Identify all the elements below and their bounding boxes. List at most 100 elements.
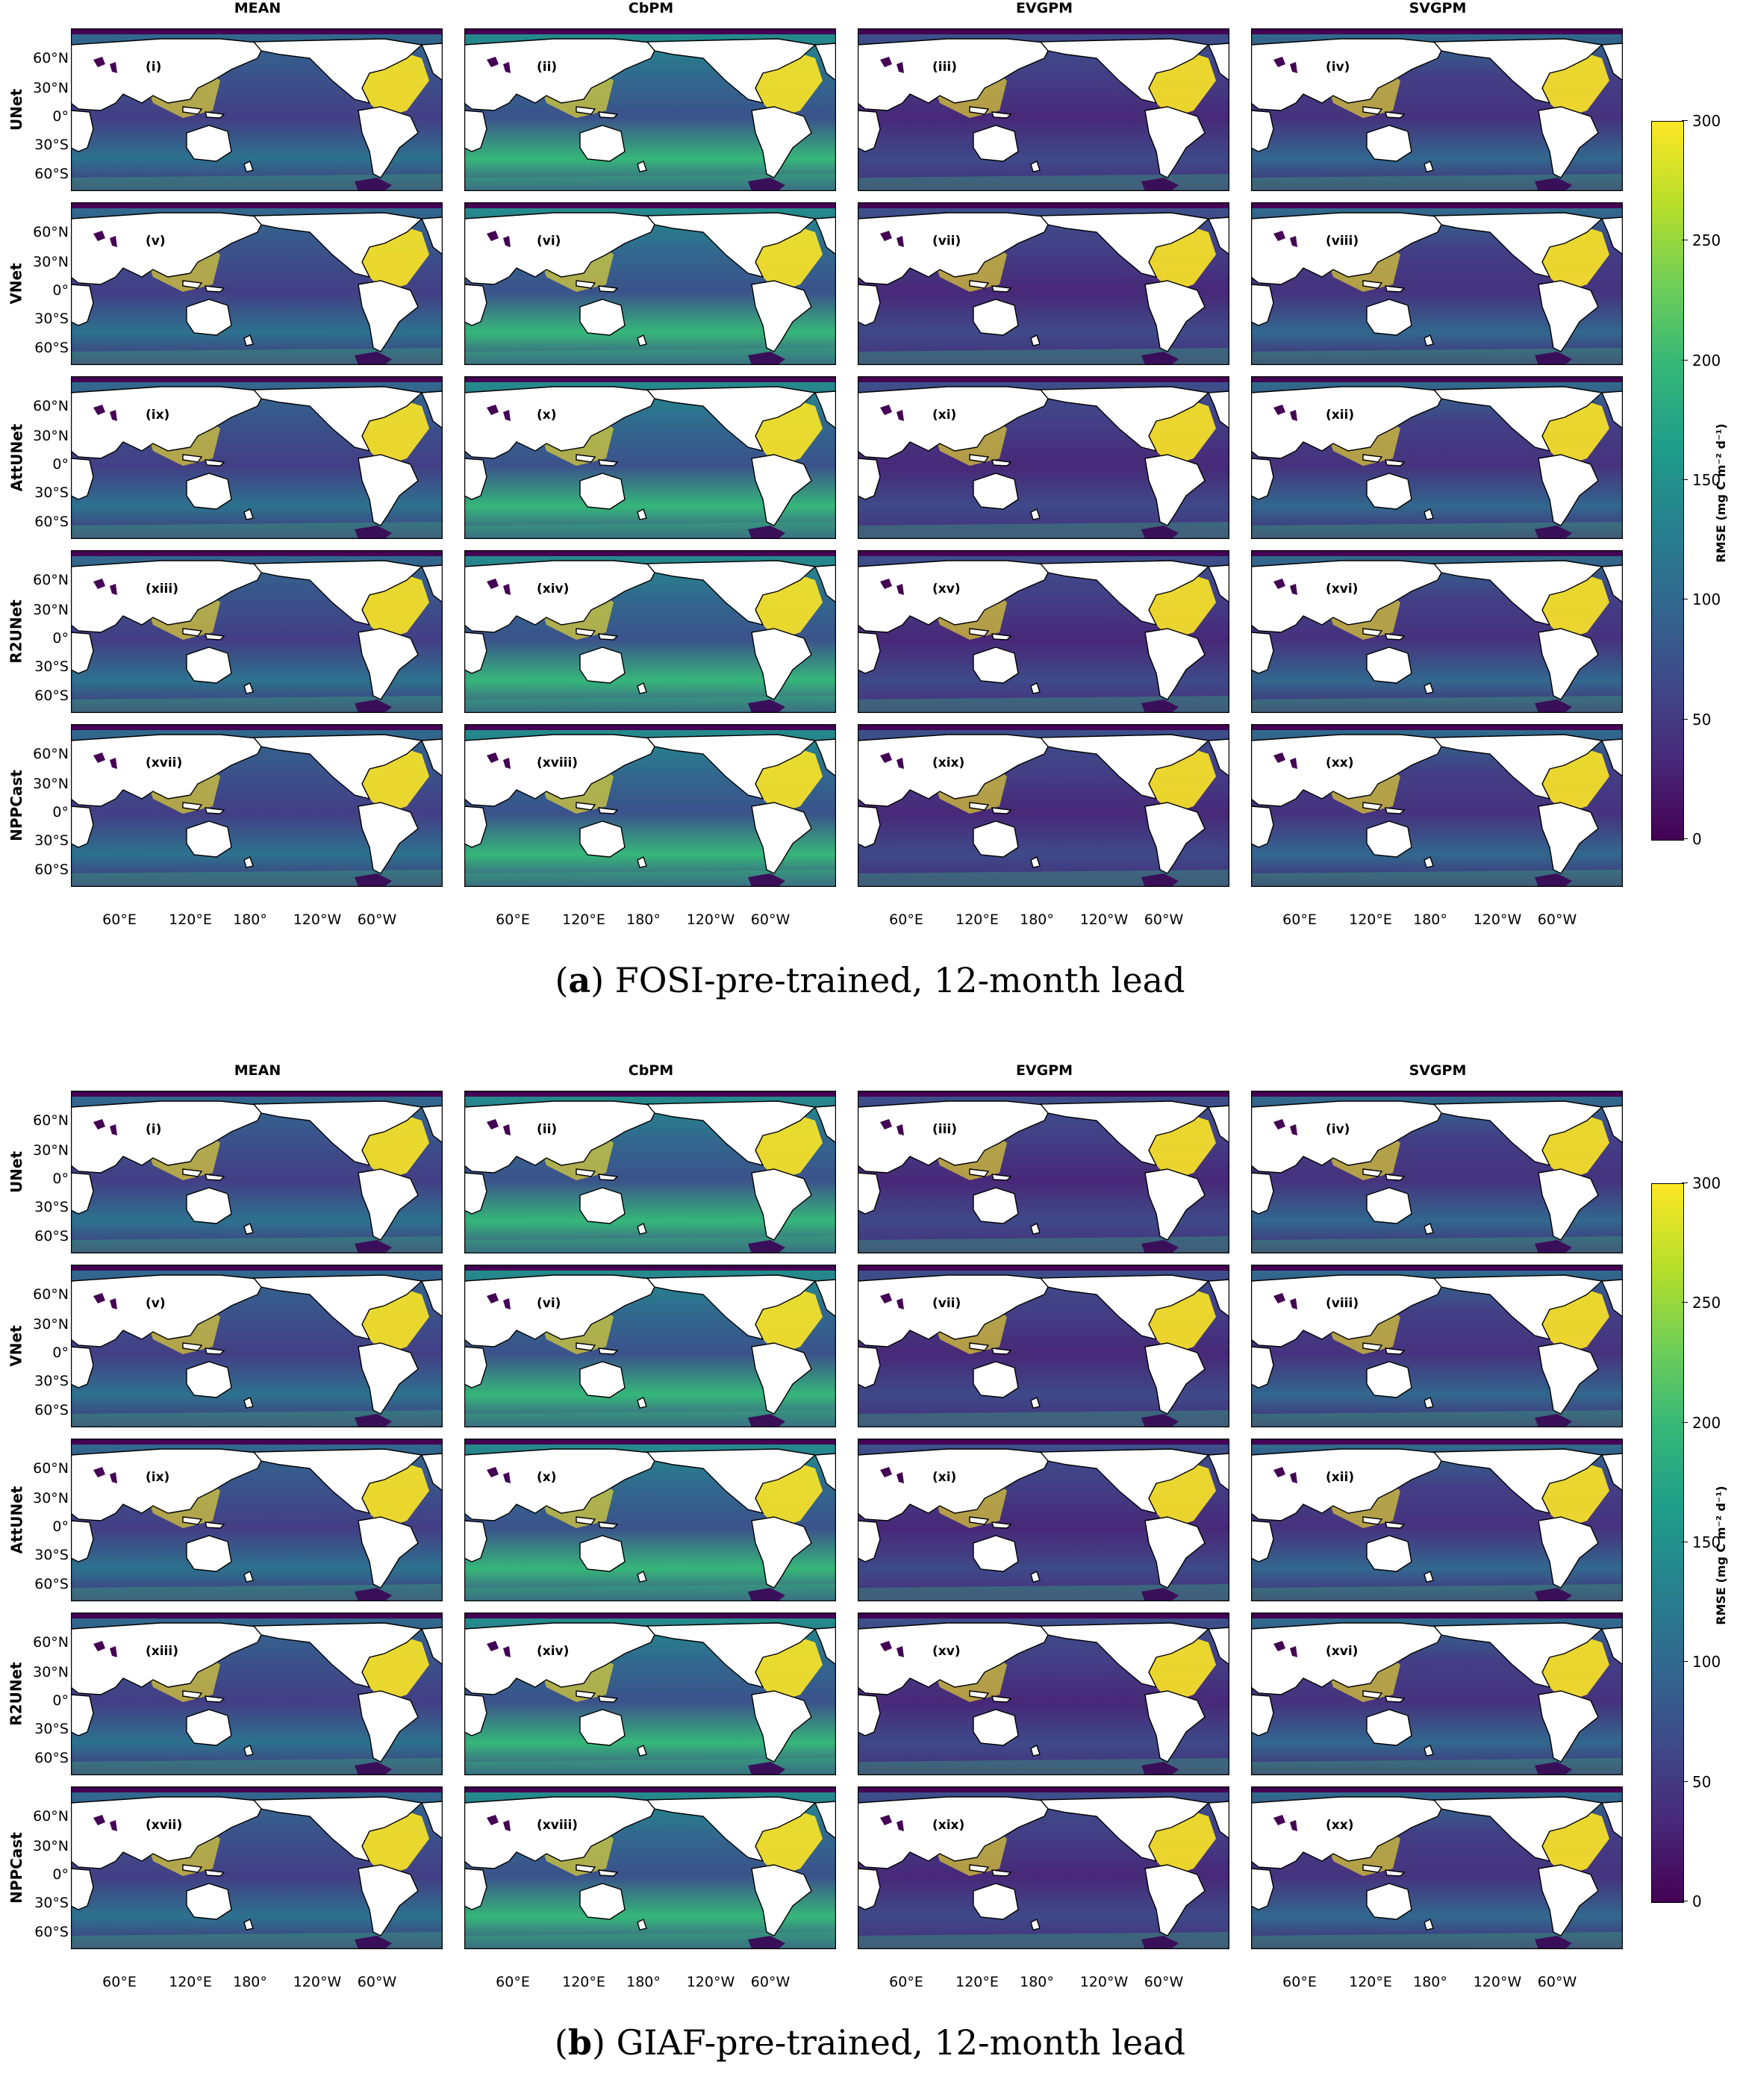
row-label: AttUNet (7, 1442, 25, 1598)
row-label-text: R2UNet (7, 599, 26, 664)
panel-label: (xii) (1326, 1470, 1355, 1485)
latitude-tick: 30°S (34, 832, 69, 849)
longitude-tick: 120°E (169, 1974, 212, 1990)
world-map (71, 1265, 443, 1427)
latitude-tick: 60°N (33, 1808, 69, 1825)
latitude-tick: 30°N (33, 602, 69, 618)
latitude-tick: 0° (52, 108, 69, 125)
column-title: MEAN (234, 0, 281, 16)
longitude-tick: 60°E (1282, 1974, 1317, 1990)
map-panel: (v) (71, 202, 443, 365)
world-map (464, 28, 836, 191)
world-map (71, 1786, 443, 1949)
figure-block-a: MEAN CbPM EVGPM SVGPM UNet 60°N 30°N 0° 30°S 60°S… (0, 0, 1740, 1038)
figure-caption: (b) GIAF-pre-trained, 12-month lead (554, 2022, 1186, 2063)
map-panel: (xv) (858, 1613, 1229, 1775)
row-label: R2UNet (7, 553, 25, 710)
colorbar-tick: 150 (1681, 473, 1721, 487)
latitude-tick: 60°S (34, 1402, 69, 1418)
panel-label: (xviii) (537, 1818, 579, 1833)
longitude-tick: 60°W (1144, 912, 1184, 928)
panel-label: (ix) (146, 408, 170, 423)
world-map (1251, 550, 1623, 713)
latitude-tick: 60°S (34, 1228, 69, 1244)
colorbar (1651, 1183, 1684, 1903)
colorbar-label: RMSE (mg C m⁻² d⁻¹) (1713, 423, 1728, 563)
latitude-tick: 30°S (34, 311, 69, 327)
row-label: NPPCast (7, 1789, 25, 1946)
world-map (464, 376, 836, 539)
world-map (464, 1786, 836, 1949)
colorbar-tick: 50 (1681, 712, 1711, 727)
map-panel: (xiii) (71, 550, 443, 713)
longitude-tick: 120°E (562, 912, 605, 928)
latitude-tick: 60°S (34, 688, 69, 704)
latitude-tick: 30°N (33, 1664, 69, 1680)
latitude-tick: 0° (52, 282, 69, 299)
map-panel: (vii) (858, 202, 1229, 365)
latitude-tick: 30°N (33, 428, 69, 444)
longitude-tick: 120°W (293, 1974, 342, 1990)
latitude-tick: 0° (52, 1345, 69, 1361)
world-map (1251, 28, 1623, 191)
world-map (1251, 1265, 1623, 1427)
world-map (464, 1265, 836, 1427)
longitude-tick: 180° (1413, 912, 1447, 928)
map-panel: (iv) (1251, 28, 1623, 191)
colorbar-tick: 300 (1681, 1176, 1721, 1191)
map-panel: (xi) (858, 376, 1229, 539)
map-panel: (xix) (858, 1786, 1229, 1949)
panel-label: (viii) (1326, 234, 1359, 249)
map-panel: (i) (71, 1091, 443, 1253)
panel-label: (xiv) (537, 582, 570, 596)
map-panel: (xx) (1251, 1786, 1623, 1949)
world-map (1251, 1786, 1623, 1949)
map-panel: (viii) (1251, 202, 1623, 365)
row-label: VNet (7, 1268, 25, 1424)
colorbar-tick: 0 (1682, 1894, 1702, 1909)
latitude-tick: 60°S (34, 1924, 69, 1940)
row-label: VNet (7, 205, 25, 362)
latitude-tick: 60°N (33, 50, 69, 66)
latitude-tick: 60°S (34, 1750, 69, 1766)
colorbar-tick: 250 (1681, 1295, 1721, 1310)
map-panel: (viii) (1251, 1265, 1623, 1427)
row-label-text: NPPCast (7, 770, 26, 841)
world-map (1251, 202, 1623, 365)
colorbar-tick: 250 (1681, 233, 1721, 248)
latitude-tick: 60°N (33, 398, 69, 414)
world-map (1251, 1613, 1623, 1775)
map-panel: (xi) (858, 1439, 1229, 1601)
panel-label: (xi) (932, 408, 957, 423)
world-map (1251, 1091, 1623, 1253)
panel-label: (i) (146, 60, 162, 75)
map-panel: (xv) (858, 550, 1229, 713)
column-title: MEAN (234, 1062, 281, 1079)
map-panel: (xix) (858, 724, 1229, 887)
longitude-tick: 120°E (562, 1974, 605, 1990)
longitude-tick: 120°W (1079, 1974, 1129, 1990)
map-panel: (xii) (1251, 1439, 1623, 1601)
row-label: UNet (7, 31, 25, 188)
map-panel: (xiii) (71, 1613, 443, 1775)
panel-label: (xiii) (146, 1644, 178, 1659)
longitude-tick: 60°W (1144, 1974, 1184, 1990)
column-title: CbPM (628, 0, 674, 16)
map-panel: (vii) (858, 1265, 1229, 1427)
world-map (858, 1786, 1229, 1949)
map-panel: (x) (464, 376, 836, 539)
column-title: CbPM (628, 1062, 674, 1079)
longitude-tick: 180° (233, 912, 267, 928)
row-label-text: VNet (7, 263, 25, 305)
world-map (71, 28, 443, 191)
row-label: UNet (7, 1094, 25, 1250)
longitude-tick: 180° (626, 912, 661, 928)
world-map (71, 376, 443, 539)
longitude-tick: 60°E (102, 1974, 137, 1990)
world-map (464, 1439, 836, 1601)
longitude-tick: 60°E (496, 1974, 530, 1990)
panel-label: (v) (146, 234, 166, 249)
panel-label: (xx) (1326, 1818, 1354, 1833)
world-map (71, 1091, 443, 1253)
panel-label: (xx) (1326, 755, 1354, 770)
